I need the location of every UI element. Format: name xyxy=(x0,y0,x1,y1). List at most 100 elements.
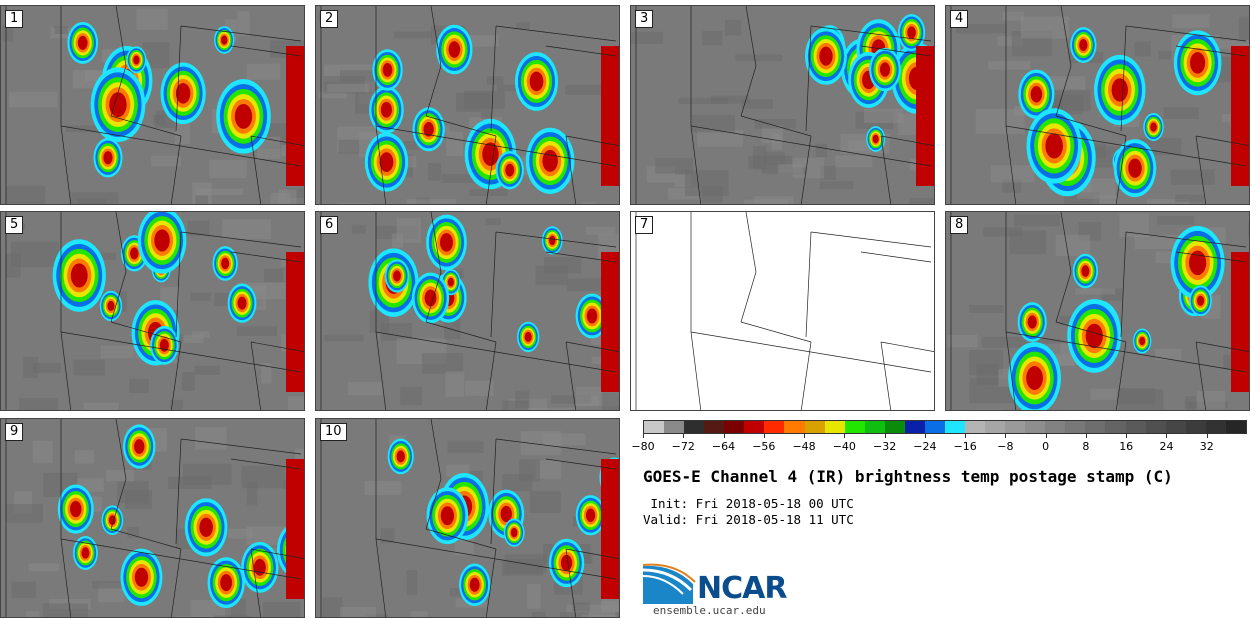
cloud-texture xyxy=(278,189,297,204)
cloud-texture xyxy=(168,476,212,490)
temperature-colorbar xyxy=(643,420,1247,434)
convective-cell xyxy=(103,151,113,165)
cloud-texture xyxy=(990,165,1035,183)
cloud-texture xyxy=(1170,169,1215,185)
colorbar-tick xyxy=(683,434,685,438)
cloud-texture xyxy=(422,353,464,374)
colorbar-tick-label: −40 xyxy=(832,440,856,453)
cloud-texture xyxy=(195,426,227,450)
state-boundary xyxy=(1055,6,1072,117)
cloud-texture xyxy=(764,151,785,166)
state-boundary xyxy=(1120,231,1127,338)
colorbar-swatch xyxy=(1145,421,1166,433)
state-boundary xyxy=(1195,135,1249,146)
state-boundary xyxy=(230,458,302,470)
cloud-texture xyxy=(1155,251,1178,264)
state-boundary xyxy=(880,341,892,410)
state-boundary xyxy=(110,321,182,343)
satellite-ir-map xyxy=(1,419,304,617)
cloud-texture xyxy=(819,181,854,190)
convective-cell xyxy=(1190,52,1206,74)
cloud-texture xyxy=(195,188,244,196)
state-boundary xyxy=(60,125,72,204)
state-boundary xyxy=(1195,341,1249,352)
colorbar-tick-label: −16 xyxy=(953,440,977,453)
state-boundary xyxy=(425,528,497,550)
cloud-texture xyxy=(222,218,272,239)
cloud-texture xyxy=(129,378,149,394)
state-boundary xyxy=(810,25,932,42)
convective-cell xyxy=(81,547,90,559)
cloud-texture xyxy=(406,569,418,595)
cloud-texture xyxy=(981,336,1024,348)
cloud-texture xyxy=(42,603,89,617)
cloud-texture xyxy=(19,398,58,410)
satellite-ir-map xyxy=(1,6,304,204)
colorbar-tick xyxy=(1166,434,1168,438)
cloud-texture xyxy=(351,225,366,234)
forecast-panel-4: 4 xyxy=(945,5,1250,205)
cloud-texture xyxy=(1175,194,1204,203)
satellite-ir-map xyxy=(1,212,304,410)
forecast-panel-3: 3 xyxy=(630,5,935,205)
cloud-texture xyxy=(364,480,402,496)
state-boundary xyxy=(485,135,497,204)
panel-number: 2 xyxy=(320,10,339,28)
cloud-texture xyxy=(65,125,110,133)
state-boundary xyxy=(1125,231,1247,248)
colorbar-swatch xyxy=(684,421,705,433)
cloud-texture xyxy=(187,220,210,236)
convective-cell xyxy=(529,71,544,92)
cloud-texture xyxy=(744,199,789,204)
cloud-texture xyxy=(1134,41,1151,57)
colorbar-swatch xyxy=(744,421,765,433)
convective-cell xyxy=(130,247,139,260)
colorbar-swatch xyxy=(784,421,805,433)
cloud-texture xyxy=(337,202,373,204)
cloud-texture xyxy=(848,140,881,151)
cloud-texture xyxy=(567,278,604,292)
state-boundary xyxy=(230,251,302,263)
cloud-texture xyxy=(287,396,304,410)
state-boundary xyxy=(565,341,577,410)
colorbar-tick-label: −48 xyxy=(792,440,816,453)
convective-cell xyxy=(154,229,170,252)
satellite-ir-map xyxy=(316,6,619,204)
state-boundary xyxy=(810,231,932,248)
colorbar-tick-label: 8 xyxy=(1082,440,1090,453)
colorbar-swatch xyxy=(1125,421,1146,433)
state-boundary xyxy=(60,125,302,167)
panel-number: 6 xyxy=(320,216,339,234)
convective-cell xyxy=(107,300,115,312)
convective-cell xyxy=(585,508,596,522)
cloud-texture xyxy=(175,615,226,617)
convective-cell xyxy=(586,308,598,324)
panel-number: 9 xyxy=(5,423,24,441)
state-boundary xyxy=(170,548,182,617)
state-boundary xyxy=(425,6,442,117)
cloud-texture xyxy=(667,187,702,200)
cloud-texture xyxy=(2,24,14,42)
cold-cloud-band xyxy=(601,459,619,599)
cloud-texture xyxy=(454,538,474,556)
state-boundary xyxy=(1005,331,1017,410)
convective-cell xyxy=(505,163,515,177)
cloud-texture xyxy=(441,174,492,183)
state-boundary xyxy=(250,548,304,559)
cloud-texture xyxy=(1248,222,1249,237)
state-boundary xyxy=(1120,25,1127,132)
state-boundary xyxy=(545,251,617,263)
convective-cell xyxy=(133,55,140,65)
cold-cloud-band xyxy=(286,459,304,599)
state-boundary xyxy=(690,125,702,204)
satellite-ir-map xyxy=(946,212,1249,410)
cloud-texture xyxy=(820,165,836,180)
forecast-panel-1: 1 xyxy=(0,5,305,205)
state-boundary xyxy=(1175,251,1247,263)
convective-cell xyxy=(134,439,145,454)
state-boundaries-map xyxy=(635,212,934,410)
cloud-texture xyxy=(1092,194,1119,204)
cloud-texture xyxy=(380,528,395,544)
state-boundary xyxy=(230,45,302,57)
colorbar-swatch xyxy=(884,421,905,433)
